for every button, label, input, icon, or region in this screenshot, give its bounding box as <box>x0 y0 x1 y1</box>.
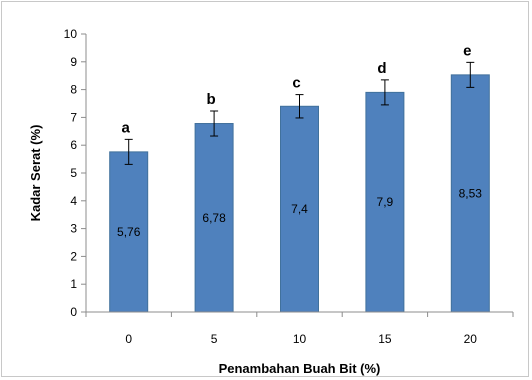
x-tick-label-0: 0 <box>125 332 132 346</box>
x-axis-ticks: 0 5 10 15 20 <box>85 312 514 346</box>
y-axis-title: Kadar Serat (%) <box>28 125 43 222</box>
x-tick-label-10: 10 <box>293 332 307 346</box>
bar-5 <box>194 123 234 313</box>
data-label-5: 6,78 <box>202 211 226 225</box>
y-tick-label: 2 <box>70 249 77 263</box>
data-label-10: 7,4 <box>291 202 308 216</box>
bar-15 <box>365 91 405 313</box>
data-labels-group: 5,76 6,78 7,4 7,9 8,53 <box>117 186 482 239</box>
bar-10 <box>280 105 319 313</box>
significance-letter-0: a <box>122 119 131 136</box>
significance-letter-15: d <box>377 60 386 77</box>
bars-group <box>109 74 490 313</box>
significance-letter-5: b <box>207 91 216 108</box>
y-tick-label: 7 <box>70 110 77 124</box>
y-tick-label: 9 <box>70 55 77 69</box>
x-tick-label-20: 20 <box>464 332 478 346</box>
significance-letter-20: e <box>463 42 471 59</box>
y-axis-ticks: 0 1 2 3 4 5 6 7 8 9 10 <box>64 27 86 319</box>
y-tick-label: 4 <box>70 194 77 208</box>
y-tick-label: 1 <box>70 277 77 291</box>
y-tick-label: 3 <box>70 222 77 236</box>
significance-letter-10: c <box>292 75 300 92</box>
x-tick-label-5: 5 <box>211 332 218 346</box>
y-tick-label: 10 <box>64 27 78 41</box>
data-label-20: 8,53 <box>459 186 483 200</box>
bar-0 <box>109 151 149 313</box>
x-tick-label-15: 15 <box>378 332 392 346</box>
data-label-15: 7,9 <box>377 195 394 209</box>
error-bars-group <box>124 61 475 165</box>
y-tick-label: 5 <box>70 166 77 180</box>
y-tick-label: 0 <box>70 305 77 319</box>
data-label-0: 5,76 <box>117 225 141 239</box>
significance-letters-group: a b c d e <box>122 42 472 136</box>
y-tick-label: 8 <box>70 83 77 97</box>
y-tick-label: 6 <box>70 138 77 152</box>
x-axis-title: Penambahan Buah Bit (%) <box>219 361 381 376</box>
